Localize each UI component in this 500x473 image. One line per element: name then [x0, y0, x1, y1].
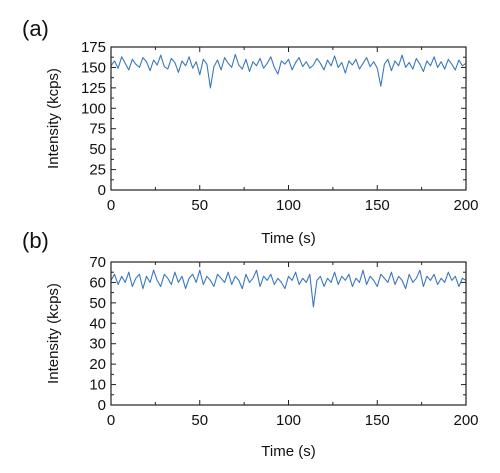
y-tick-label: 25	[89, 162, 106, 179]
x-tick-label: 50	[191, 412, 208, 429]
y-tick-label: 10	[89, 377, 106, 394]
series-line	[110, 53, 467, 89]
panel-label: (a)	[22, 16, 49, 41]
y-tick-label: 150	[81, 59, 106, 76]
x-tick-label: 50	[191, 197, 208, 214]
x-tick-label: 100	[276, 412, 301, 429]
x-tick-label: 100	[276, 197, 301, 214]
plot-frame	[110, 261, 467, 406]
y-tick-label: 175	[81, 39, 106, 56]
x-tick-label: 0	[107, 412, 115, 429]
y-axis-label: Intensity (kcps)	[45, 68, 62, 169]
x-axis-label: Time (s)	[261, 443, 315, 460]
x-axis-label: Time (s)	[261, 230, 315, 247]
y-tick-label: 20	[89, 356, 106, 373]
panel-label: (b)	[22, 228, 49, 253]
y-axis-label: Intensity (kcps)	[45, 283, 62, 384]
series-line	[110, 269, 467, 308]
x-tick-label: 150	[365, 412, 390, 429]
panel-b: (b) 0 50 100 150 200 0 10 20 30 40 50 60 70 Time (s) In…	[22, 228, 479, 460]
y-tick-label: 125	[81, 80, 106, 97]
y-tick-label: 60	[89, 274, 106, 291]
y-tick-label: 0	[98, 182, 106, 199]
x-tick-label: 200	[453, 412, 478, 429]
y-tick-label: 50	[89, 295, 106, 312]
panel-a: (a) 0 50 100 150 200 0 25 50 75 100 125 150 175 Time (…	[22, 16, 479, 247]
y-tick-label: 50	[89, 141, 106, 158]
y-tick-label: 75	[89, 121, 106, 138]
y-tick-label: 100	[81, 100, 106, 117]
x-tick-label: 0	[107, 197, 115, 214]
x-tick-label: 200	[453, 197, 478, 214]
y-tick-label: 0	[98, 397, 106, 414]
y-tick-label: 40	[89, 315, 106, 332]
y-tick-label: 30	[89, 336, 106, 353]
y-tick-label: 70	[89, 254, 106, 271]
x-tick-label: 150	[365, 197, 390, 214]
